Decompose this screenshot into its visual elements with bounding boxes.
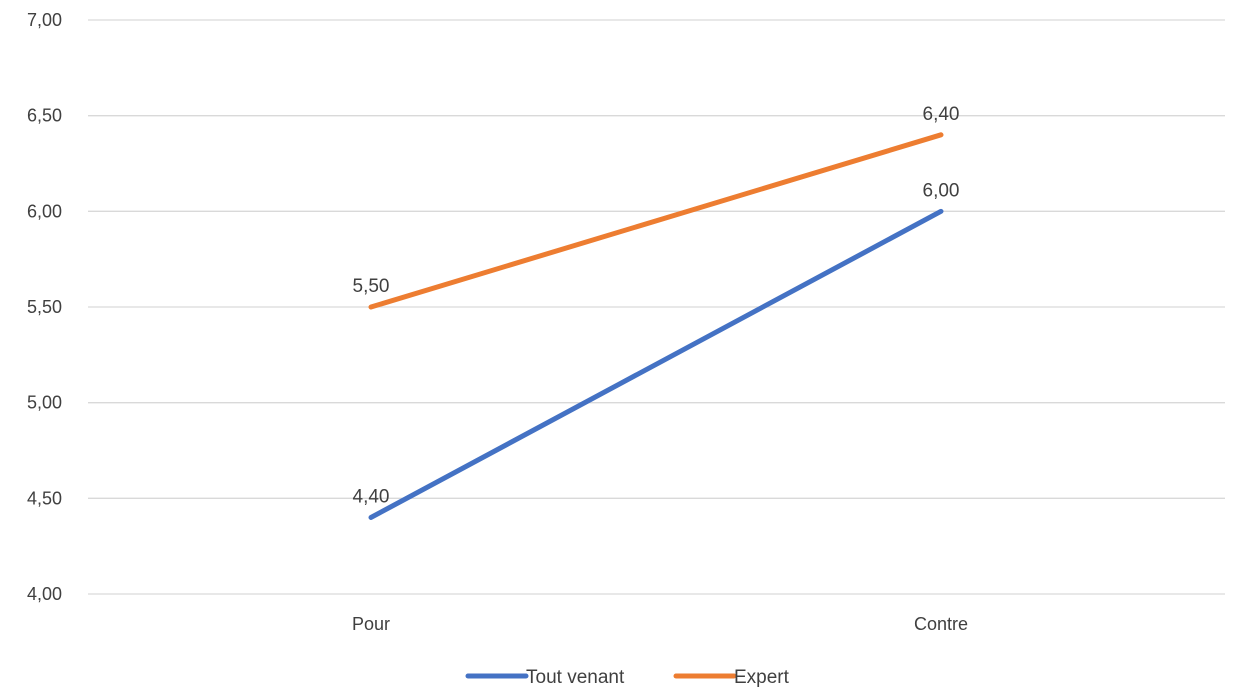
data-label: 4,40 (353, 486, 390, 507)
data-label: 6,00 (923, 180, 960, 201)
legend-item-expert: Expert (673, 667, 790, 688)
series-lines (368, 132, 944, 520)
y-tick-label: 7,00 (27, 10, 62, 30)
data-labels: 4,40 6,00 5,50 6,40 (353, 104, 960, 508)
series-line-tout-venant (368, 208, 944, 520)
data-label: 6,40 (923, 104, 960, 125)
y-tick-label: 6,00 (27, 201, 62, 221)
y-tick-label: 4,00 (27, 584, 62, 604)
series-line-expert (368, 132, 944, 310)
data-label: 5,50 (353, 276, 390, 297)
legend: Tout venant Expert (465, 667, 790, 688)
y-tick-label: 5,00 (27, 393, 62, 413)
x-tick-label: Pour (352, 614, 390, 634)
x-axis-tick-labels: Pour Contre (352, 614, 968, 634)
y-tick-label: 5,50 (27, 297, 62, 317)
legend-label: Tout venant (526, 667, 625, 687)
y-tick-label: 4,50 (27, 488, 62, 508)
x-tick-label: Contre (914, 614, 968, 634)
legend-label: Expert (734, 667, 790, 687)
gridlines (88, 19, 1225, 595)
y-axis-tick-labels: 4,00 4,50 5,00 5,50 6,00 6,50 7,00 (27, 10, 62, 604)
y-tick-label: 6,50 (27, 106, 62, 126)
legend-item-tout-venant: Tout venant (465, 667, 625, 688)
